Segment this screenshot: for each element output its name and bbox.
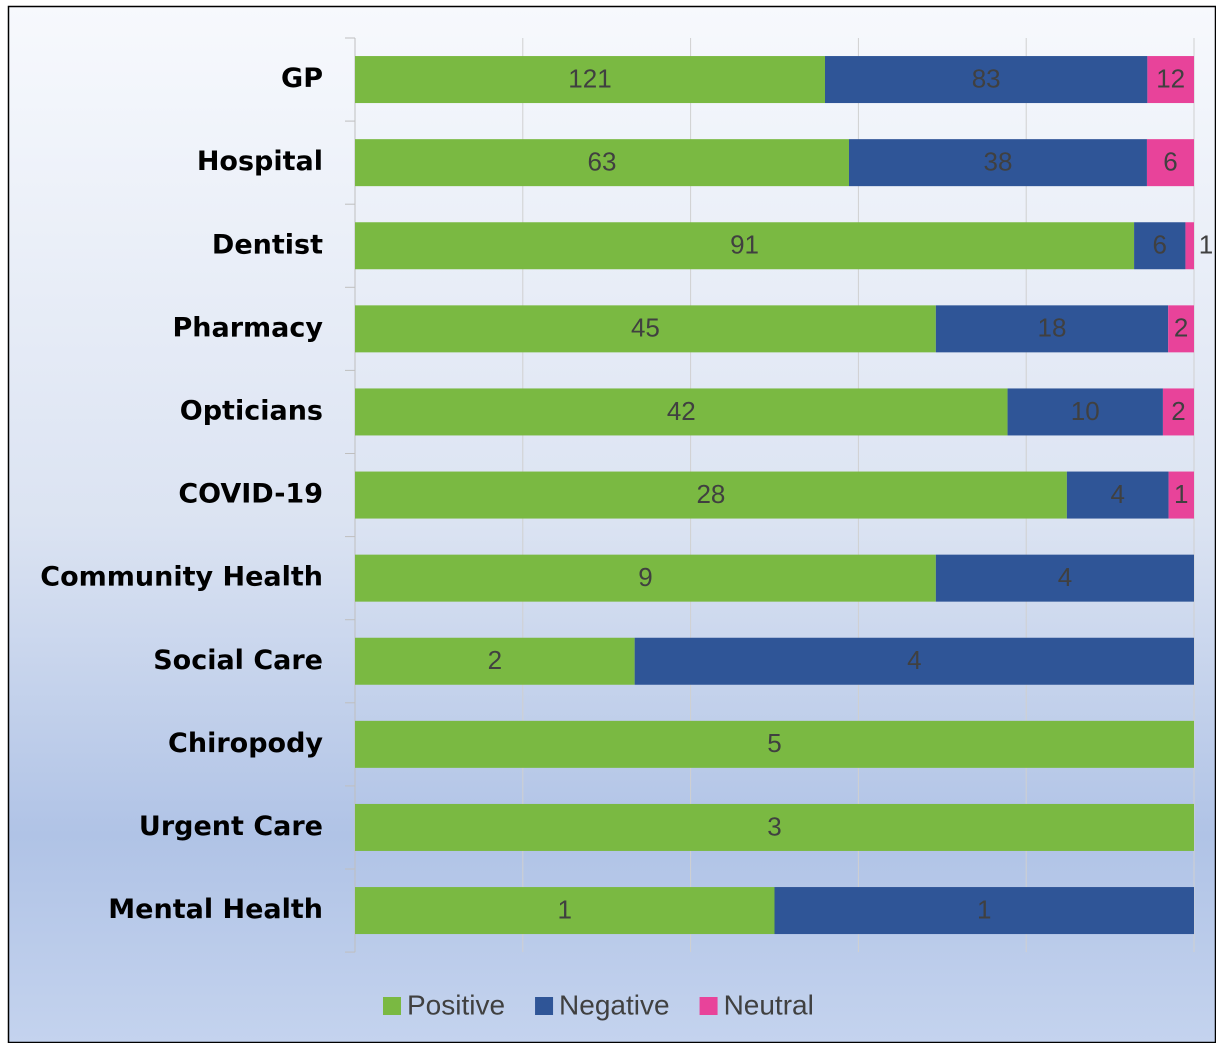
value-label: 4 [907, 645, 921, 675]
value-label: 121 [568, 63, 611, 93]
value-label: 10 [1071, 396, 1100, 426]
category-label: COVID-19 [178, 479, 323, 510]
bar-segment [1146, 139, 1194, 187]
category-label: Urgent Care [139, 811, 323, 842]
bar-segment [355, 803, 1194, 851]
value-label: 2 [1174, 313, 1188, 343]
value-label: 1 [1174, 479, 1188, 509]
bar-segment [774, 887, 1194, 935]
value-label: 2 [1171, 396, 1185, 426]
bar-segment [1066, 471, 1169, 519]
value-label: 3 [767, 811, 781, 841]
value-label: 2 [488, 645, 502, 675]
value-label: 5 [767, 728, 781, 758]
value-label: 4 [1110, 479, 1124, 509]
bar-segment [355, 554, 936, 602]
bar-segment [355, 887, 775, 935]
category-label: Hospital [197, 146, 323, 177]
value-label: 83 [972, 63, 1001, 93]
category-label: Dentist [212, 229, 323, 260]
value-label: 28 [696, 479, 725, 509]
bar-segment [824, 56, 1148, 104]
value-label: 1 [977, 894, 991, 924]
bar-segment [1168, 471, 1194, 519]
value-label: 1 [558, 894, 572, 924]
category-label: Community Health [40, 562, 323, 593]
bar-segment [1134, 222, 1186, 270]
bar-segment [355, 471, 1067, 519]
legend-label: Negative [559, 989, 670, 1020]
legend-swatch [383, 997, 401, 1015]
category-label: Opticians [180, 395, 323, 426]
bar-segment [848, 139, 1147, 187]
bar-segment [1162, 388, 1194, 436]
value-label: 42 [667, 396, 696, 426]
bar-segment [355, 305, 936, 353]
bar-segment [935, 554, 1194, 602]
bar-segment [1007, 388, 1163, 436]
value-label: 6 [1153, 230, 1167, 260]
value-label: 38 [984, 147, 1013, 177]
category-label: Pharmacy [172, 312, 323, 343]
legend-label: Neutral [724, 989, 814, 1020]
category-label: Social Care [153, 645, 323, 676]
category-label: Chiropody [168, 728, 323, 759]
value-label: 91 [730, 230, 759, 260]
value-label: 45 [631, 313, 660, 343]
legend-swatch [699, 997, 718, 1015]
bar-segment [355, 56, 825, 104]
bar-segment [355, 720, 1194, 768]
bar-segment [355, 637, 635, 685]
bar-segment [355, 388, 1008, 436]
legend-swatch [535, 997, 554, 1015]
bar-segment [355, 222, 1135, 270]
bar-segment [1185, 222, 1194, 270]
bar-segment [634, 637, 1194, 685]
value-label: 12 [1156, 63, 1185, 93]
legend-label: Positive [407, 989, 505, 1020]
bar-segment [1147, 56, 1194, 104]
value-label: 63 [588, 147, 617, 177]
bar-segment [355, 139, 849, 187]
value-label: 6 [1163, 147, 1177, 177]
category-label: Mental Health [108, 894, 323, 925]
value-label: 18 [1038, 313, 1067, 343]
value-label: 1 [1199, 230, 1213, 260]
value-label: 4 [1058, 562, 1072, 592]
value-label: 9 [638, 562, 652, 592]
category-label: GP [281, 63, 323, 94]
bar-segment [1168, 305, 1194, 353]
bar-segment [935, 305, 1169, 353]
